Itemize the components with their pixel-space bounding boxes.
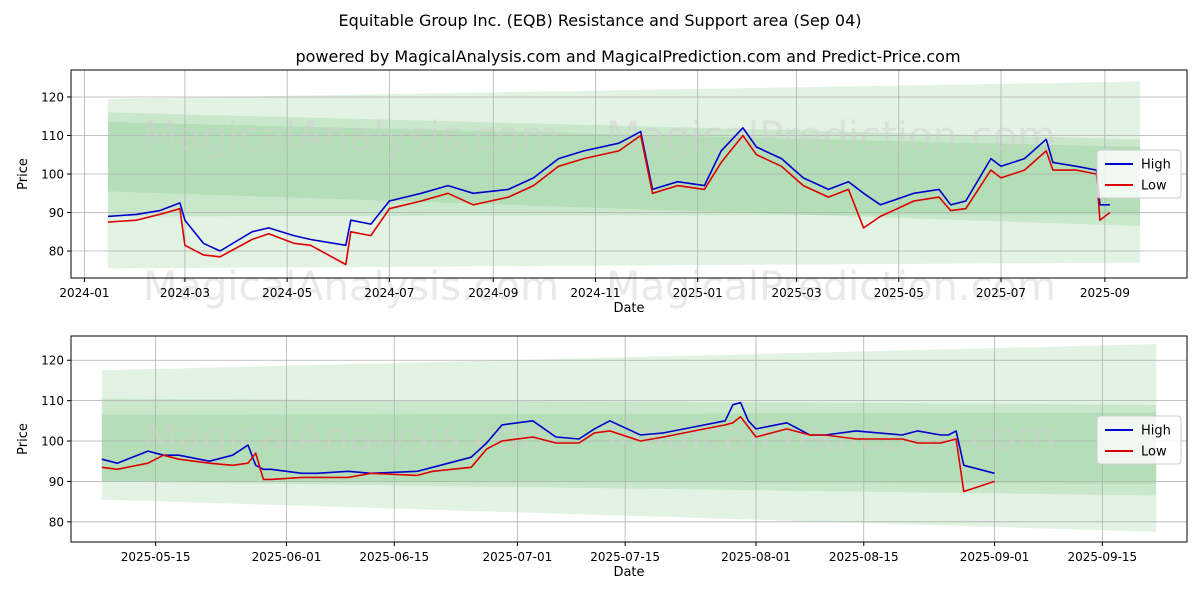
- x-tick-label: 2025-05-15: [121, 550, 191, 564]
- legend-label-low: Low: [1141, 445, 1167, 460]
- x-tick-label: 2025-05: [874, 286, 924, 300]
- y-axis-label: Price: [16, 158, 31, 190]
- series-line-high: [101, 401, 995, 475]
- watermark-text: MagicalPrediction.com: [606, 414, 1056, 460]
- x-tick-label: 2025-08-15: [829, 550, 899, 564]
- y-axis-label: Price: [16, 423, 31, 455]
- x-tick-label: 2024-09: [468, 286, 518, 300]
- y-tick-label: 110: [41, 394, 64, 408]
- watermark-group: MagicalAnalysis.com MagicalAnalysis.com Ma…: [143, 114, 1056, 310]
- x-tick-label: 2025-08-01: [721, 550, 791, 564]
- chart-subtitle: powered by MagicalAnalysis.com and Magic…: [295, 47, 960, 66]
- support-resistance-band-2: [101, 398, 1157, 496]
- watermark-text: MagicalAnalysis.com: [143, 114, 559, 160]
- legend-label-high: High: [1141, 424, 1171, 439]
- watermark-text: MagicalPrediction.com: [606, 264, 1056, 310]
- y-tick-label: 80: [49, 245, 64, 259]
- x-tick-label: 2024-05: [262, 286, 312, 300]
- x-axis-label: Date: [613, 565, 644, 580]
- x-tick-label: 2024-07: [364, 286, 414, 300]
- y-tick-label: 110: [41, 129, 64, 143]
- x-tick-label: 2025-09: [1080, 286, 1130, 300]
- y-tick-label: 90: [49, 206, 64, 220]
- x-tick-label: 2025-06-15: [359, 550, 429, 564]
- x-tick-label: 2025-07: [976, 286, 1026, 300]
- support-resistance-band-1: [107, 81, 1141, 269]
- x-tick-label: 2025-07-01: [483, 550, 553, 564]
- x-tick-label: 2024-03: [160, 286, 210, 300]
- x-tick-label: 2024-11: [570, 286, 620, 300]
- series-line-low: [107, 134, 1111, 266]
- support-resistance-band-3: [107, 122, 1141, 217]
- x-tick-label: 2025-03: [771, 286, 821, 300]
- y-tick-label: 120: [41, 354, 64, 368]
- bottom-chart-panel: MagicalAnalysis.com MagicalPrediction.com…: [16, 335, 1188, 580]
- legend-label-high: High: [1141, 158, 1171, 173]
- x-tick-label: 2024-01: [59, 286, 109, 300]
- chart-title: Equitable Group Inc. (EQB) Resistance an…: [338, 11, 861, 30]
- x-tick-label: 2025-09-01: [960, 550, 1030, 564]
- legend: High Low: [1096, 415, 1182, 465]
- watermark-text: MagicalAnalysis.com: [143, 414, 559, 460]
- y-tick-label: 120: [41, 90, 64, 104]
- legend: High Low: [1096, 149, 1182, 199]
- x-tick-label: 2025-01: [673, 286, 723, 300]
- x-axis-label: Date: [613, 301, 644, 316]
- watermark-group: MagicalAnalysis.com MagicalPrediction.com: [143, 414, 1056, 460]
- support-resistance-band-2: [107, 112, 1141, 226]
- x-tick-label: 2025-07-15: [590, 550, 660, 564]
- support-resistance-band-3: [101, 412, 1157, 484]
- y-tick-label: 80: [49, 515, 64, 529]
- plot-frame: [70, 335, 1188, 543]
- watermark-text: MagicalPrediction.com: [606, 114, 1056, 160]
- series-line-low: [101, 416, 995, 493]
- x-tick-label: 2025-09-15: [1067, 550, 1137, 564]
- watermark-text: MagicalAnalysis.com: [143, 264, 559, 310]
- y-tick-label: 90: [49, 475, 64, 489]
- x-tick-label: 2025-06-01: [252, 550, 322, 564]
- y-tick-label: 100: [41, 435, 64, 449]
- top-chart-panel: MagicalAnalysis.com MagicalAnalysis.com Ma…: [16, 69, 1188, 316]
- legend-label-low: Low: [1141, 179, 1167, 194]
- y-tick-label: 100: [41, 168, 64, 182]
- plot-area: [71, 336, 1187, 542]
